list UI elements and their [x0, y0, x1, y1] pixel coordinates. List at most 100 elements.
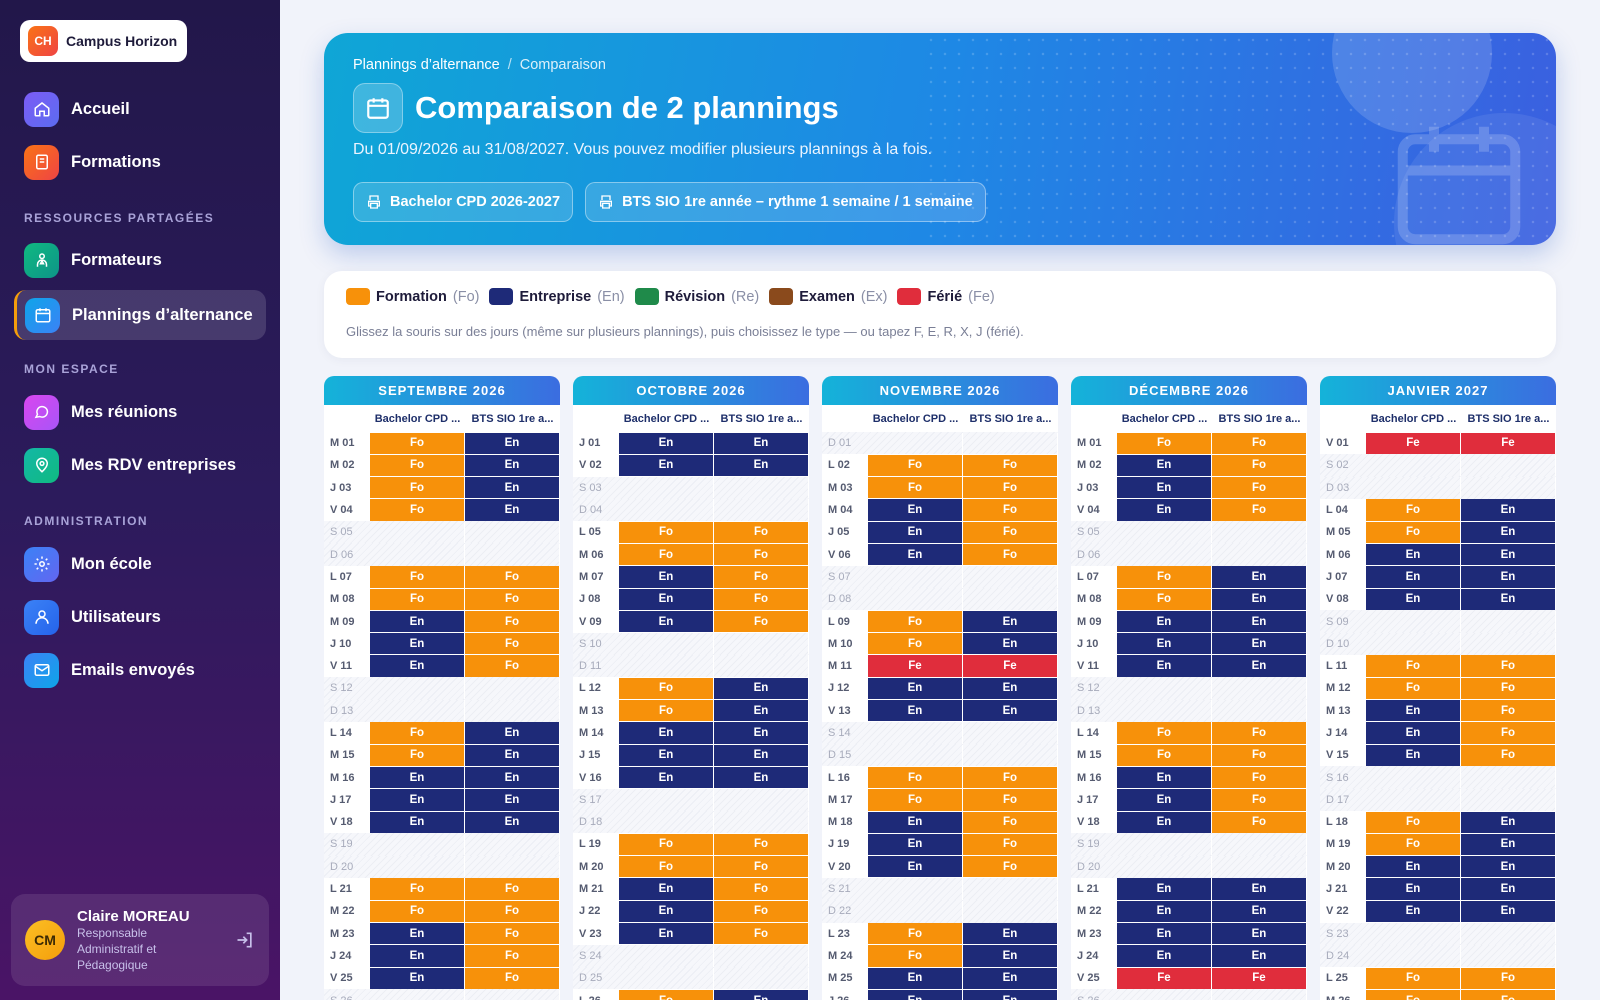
day-cell[interactable] [1366, 633, 1461, 655]
day-cell[interactable] [1212, 543, 1307, 566]
day-cell[interactable]: Fe [868, 655, 963, 677]
day-cell[interactable]: En [963, 610, 1058, 633]
day-cell[interactable]: En [1366, 722, 1461, 744]
day-cell[interactable]: En [1117, 811, 1212, 833]
day-cell[interactable]: En [619, 454, 714, 477]
day-cell[interactable]: En [465, 477, 560, 499]
day-cell[interactable]: Fo [465, 655, 560, 677]
day-cell[interactable]: En [1461, 588, 1556, 610]
day-cell[interactable]: En [1366, 588, 1461, 610]
day-cell[interactable]: En [963, 700, 1058, 722]
day-cell[interactable] [619, 655, 714, 677]
day-cell[interactable]: En [1212, 566, 1307, 588]
day-cell[interactable]: En [1212, 588, 1307, 610]
day-cell[interactable]: Fo [1366, 499, 1461, 521]
day-cell[interactable]: En [868, 521, 963, 543]
day-cell[interactable]: Fo [963, 811, 1058, 833]
day-cell[interactable]: En [714, 677, 809, 700]
day-cell[interactable] [370, 521, 465, 543]
day-cell[interactable]: En [619, 610, 714, 633]
day-cell[interactable]: Fe [1461, 432, 1556, 454]
day-cell[interactable]: Fo [465, 900, 560, 923]
nav-item-plannings[interactable]: Plannings d’alternance [14, 290, 266, 340]
day-cell[interactable]: En [963, 923, 1058, 945]
breadcrumb-root[interactable]: Plannings d’alternance [353, 57, 500, 73]
day-cell[interactable] [868, 900, 963, 923]
day-cell[interactable] [465, 989, 560, 1000]
day-cell[interactable]: En [868, 811, 963, 833]
day-cell[interactable]: En [868, 677, 963, 700]
day-cell[interactable] [1461, 477, 1556, 499]
day-cell[interactable] [465, 677, 560, 700]
day-cell[interactable]: Fe [963, 655, 1058, 677]
day-cell[interactable] [1117, 700, 1212, 722]
day-cell[interactable]: En [370, 655, 465, 677]
day-cell[interactable]: En [465, 811, 560, 833]
day-cell[interactable] [1461, 454, 1556, 477]
day-cell[interactable]: Fo [1212, 477, 1307, 499]
day-cell[interactable] [619, 477, 714, 499]
day-cell[interactable] [1366, 766, 1461, 789]
day-cell[interactable]: En [1366, 700, 1461, 722]
day-cell[interactable] [1212, 677, 1307, 700]
day-cell[interactable] [714, 655, 809, 677]
day-cell[interactable]: Fo [1461, 744, 1556, 766]
day-cell[interactable]: Fo [714, 521, 809, 543]
nav-item-accueil[interactable]: Accueil [14, 84, 266, 134]
day-cell[interactable] [370, 833, 465, 856]
day-cell[interactable]: Fo [1212, 499, 1307, 521]
day-cell[interactable] [1212, 856, 1307, 878]
day-cell[interactable] [1366, 454, 1461, 477]
day-cell[interactable] [868, 566, 963, 588]
day-cell[interactable] [370, 989, 465, 1000]
day-cell[interactable] [963, 722, 1058, 744]
day-cell[interactable]: Fo [1366, 521, 1461, 543]
day-cell[interactable]: En [868, 967, 963, 989]
day-cell[interactable] [714, 477, 809, 499]
day-cell[interactable]: En [619, 878, 714, 900]
day-cell[interactable]: En [1212, 945, 1307, 967]
day-cell[interactable]: En [1117, 878, 1212, 900]
day-cell[interactable]: En [714, 722, 809, 744]
day-cell[interactable] [370, 856, 465, 878]
day-cell[interactable]: Fo [714, 900, 809, 923]
nav-item-formations[interactable]: Formations [14, 137, 266, 187]
day-cell[interactable]: En [714, 744, 809, 766]
nav-item-utilisateurs[interactable]: Utilisateurs [14, 592, 266, 642]
day-cell[interactable]: Fo [1212, 766, 1307, 789]
day-cell[interactable]: Fo [1212, 744, 1307, 766]
day-cell[interactable]: En [465, 499, 560, 521]
day-cell[interactable] [619, 967, 714, 989]
day-cell[interactable]: En [1117, 923, 1212, 945]
day-cell[interactable]: En [1461, 833, 1556, 856]
day-cell[interactable]: Fo [370, 477, 465, 499]
day-cell[interactable]: En [465, 766, 560, 789]
day-cell[interactable] [1366, 789, 1461, 811]
day-cell[interactable]: En [714, 766, 809, 789]
day-cell[interactable] [1461, 945, 1556, 967]
day-cell[interactable]: En [1117, 900, 1212, 923]
day-cell[interactable]: Fo [868, 633, 963, 655]
day-cell[interactable] [963, 588, 1058, 610]
day-cell[interactable]: En [465, 789, 560, 811]
day-cell[interactable]: En [868, 700, 963, 722]
day-cell[interactable]: Fo [868, 477, 963, 499]
day-cell[interactable]: En [714, 989, 809, 1000]
day-cell[interactable]: Fo [1366, 811, 1461, 833]
day-cell[interactable]: En [714, 700, 809, 722]
day-cell[interactable]: En [868, 833, 963, 856]
day-cell[interactable] [714, 789, 809, 811]
day-cell[interactable]: En [1366, 566, 1461, 588]
day-cell[interactable]: En [370, 610, 465, 633]
day-cell[interactable]: Fo [370, 722, 465, 744]
day-cell[interactable]: Fo [714, 923, 809, 945]
app-logo[interactable]: CH Campus Horizon [20, 20, 188, 62]
day-cell[interactable] [1117, 543, 1212, 566]
day-cell[interactable]: En [1461, 543, 1556, 566]
day-cell[interactable]: En [370, 923, 465, 945]
day-cell[interactable] [868, 588, 963, 610]
day-cell[interactable]: Fo [868, 945, 963, 967]
day-cell[interactable]: En [963, 677, 1058, 700]
day-cell[interactable]: En [1212, 900, 1307, 923]
day-cell[interactable]: En [1461, 566, 1556, 588]
